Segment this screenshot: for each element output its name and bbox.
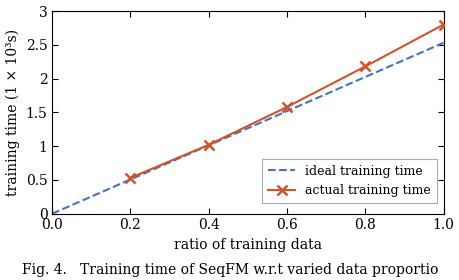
actual training time xyxy=(284,105,289,109)
actual training time xyxy=(362,65,367,68)
actual training time xyxy=(128,176,133,179)
X-axis label: ratio of training data: ratio of training data xyxy=(174,238,321,252)
Text: Fig. 4.   Training time of SeqFM w.r.t varied data proportio: Fig. 4. Training time of SeqFM w.r.t var… xyxy=(22,263,437,277)
Y-axis label: training time (1 × 10³s): training time (1 × 10³s) xyxy=(6,29,20,196)
Line: actual training time: actual training time xyxy=(125,20,448,183)
actual training time xyxy=(440,23,445,26)
actual training time xyxy=(206,143,211,146)
Legend: ideal training time, actual training time: ideal training time, actual training tim… xyxy=(261,158,437,203)
